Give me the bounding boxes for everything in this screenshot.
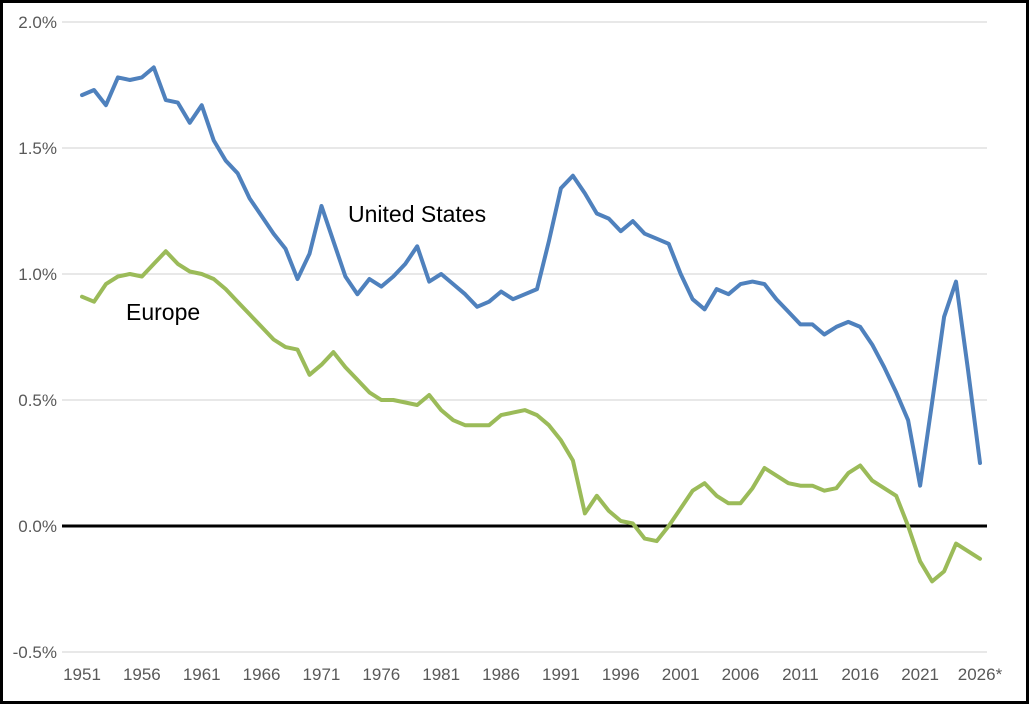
y-tick-label: 1.5% (18, 139, 57, 158)
y-tick-label: 0.5% (18, 391, 57, 410)
x-tick-label: 2011 (782, 665, 819, 684)
x-tick-label: 1961 (183, 665, 221, 684)
x-tick-label: 1996 (602, 665, 640, 684)
x-tick-label: 1986 (482, 665, 520, 684)
y-tick-label: -0.5% (13, 643, 57, 662)
x-tick-label: 2006 (722, 665, 760, 684)
x-tick-label: 1981 (422, 665, 460, 684)
x-axis-tick-labels: 1951 1956 1961 1966 1971 1976 1981 1986 1991 1996… (63, 665, 1002, 684)
x-tick-label: 1991 (542, 665, 580, 684)
x-tick-label: 2021 (901, 665, 939, 684)
y-tick-label: 1.0% (18, 265, 57, 284)
x-tick-label: 2026* (958, 665, 1003, 684)
series-line-united-states (80, 65, 982, 488)
x-tick-label: 1956 (123, 665, 161, 684)
series-line-europe (80, 249, 982, 584)
europe-series-label: Europe (126, 299, 200, 325)
y-tick-label: 0.0% (18, 517, 57, 536)
x-tick-label: 1976 (362, 665, 400, 684)
x-tick-label: 1966 (243, 665, 281, 684)
y-tick-label: 2.0% (18, 13, 57, 32)
x-tick-label: 2001 (662, 665, 700, 684)
us-series-label: United States (348, 201, 486, 227)
x-tick-label: 1951 (63, 665, 101, 684)
x-tick-label: 1971 (303, 665, 341, 684)
x-tick-label: 2016 (841, 665, 879, 684)
series-lines (80, 65, 982, 584)
y-axis-tick-labels: 2.0% 1.5% 1.0% 0.5% 0.0% -0.5% (13, 13, 57, 662)
